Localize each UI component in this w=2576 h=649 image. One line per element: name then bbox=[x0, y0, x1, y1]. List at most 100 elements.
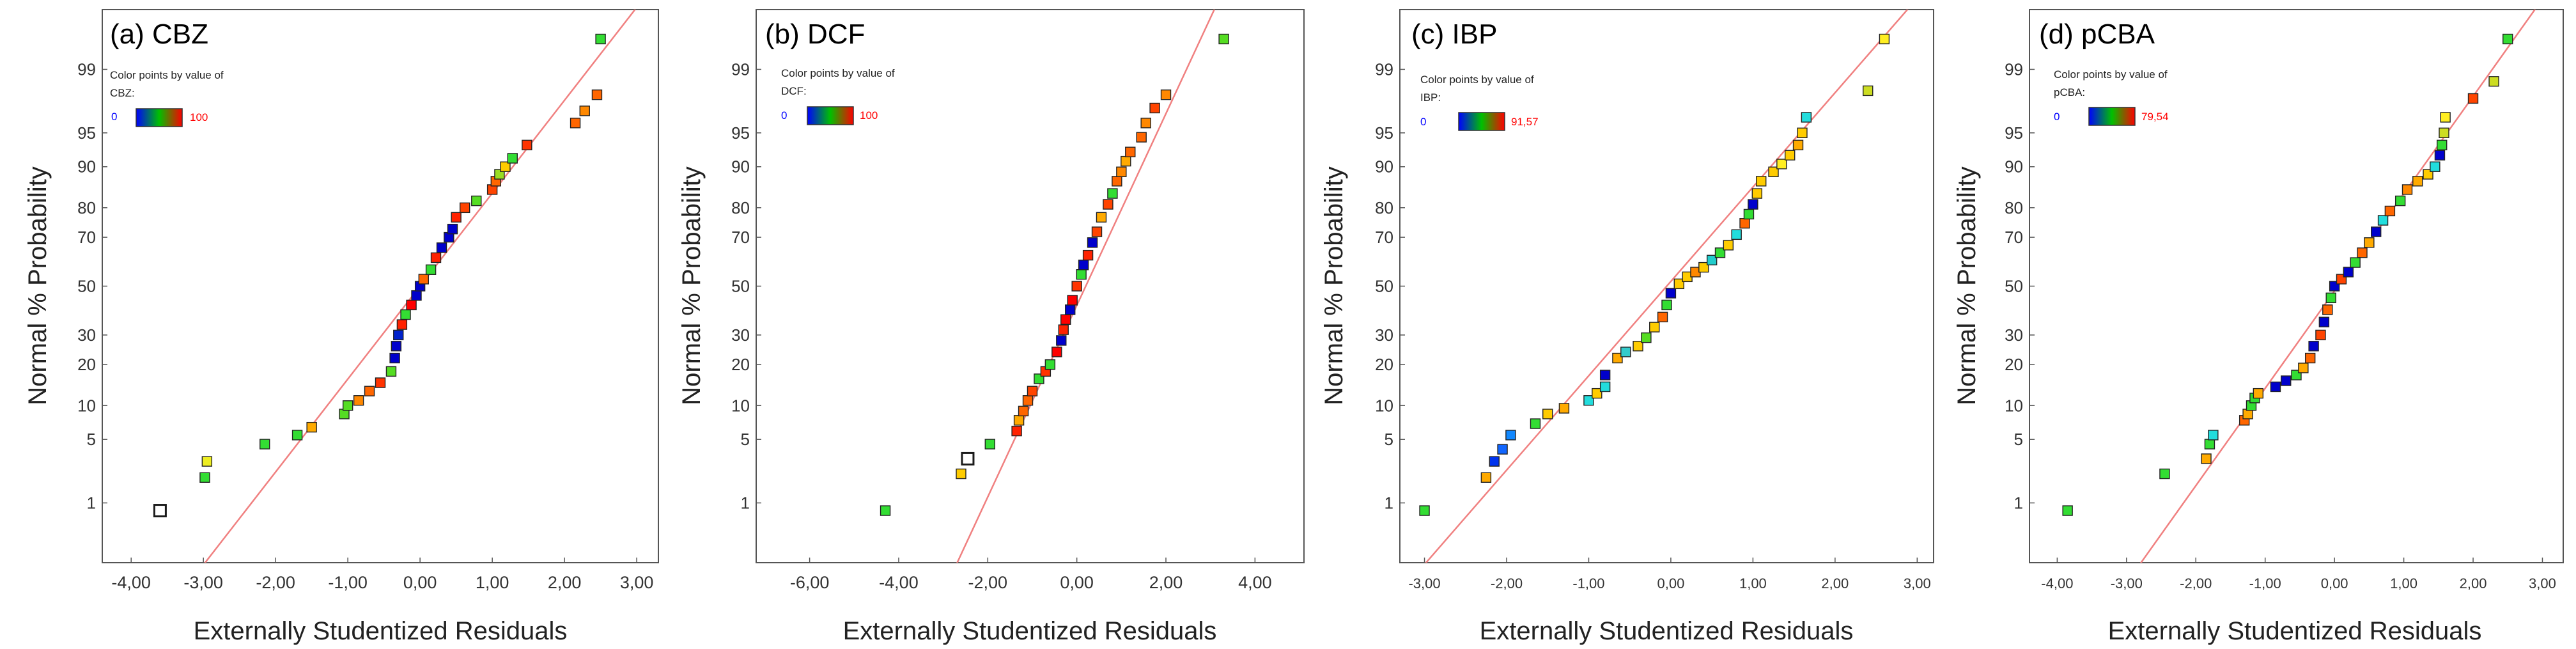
data-point bbox=[507, 153, 518, 164]
y-tick-label: 1 bbox=[1385, 494, 1393, 513]
chart-panel-pcba: (d) pCBA Color points by value of pCBA: … bbox=[1953, 9, 2564, 645]
data-point bbox=[1801, 112, 1812, 123]
data-point bbox=[430, 252, 442, 263]
legend-min-label: 0 bbox=[2054, 111, 2060, 123]
data-point bbox=[1112, 176, 1122, 187]
data-point bbox=[522, 139, 532, 151]
y-tick-label: 50 bbox=[731, 277, 750, 296]
data-point bbox=[1599, 381, 1611, 393]
x-tick-label: -2,00 bbox=[968, 573, 1008, 592]
x-tick-label: -3,00 bbox=[183, 573, 223, 592]
data-point bbox=[1756, 176, 1767, 187]
data-point bbox=[2281, 375, 2292, 386]
chart-panel-ibp: (c) IBP Color points by value of IBP: 0 … bbox=[1320, 9, 1934, 645]
data-point bbox=[2204, 439, 2215, 450]
data-point bbox=[2062, 505, 2073, 516]
x-tick-label: -4,00 bbox=[111, 573, 151, 592]
data-point bbox=[1661, 299, 1672, 311]
data-point bbox=[1792, 139, 1804, 151]
y-tick-label: 30 bbox=[77, 325, 96, 345]
data-point bbox=[2394, 195, 2406, 207]
data-point bbox=[2315, 329, 2326, 341]
data-point bbox=[1065, 304, 1076, 315]
data-point bbox=[2298, 363, 2309, 373]
data-point bbox=[1599, 370, 1611, 380]
data-point bbox=[984, 439, 995, 450]
data-point bbox=[2439, 127, 2449, 138]
legend-title-line2: CBZ: bbox=[110, 87, 135, 99]
x-tick-label: 2,00 bbox=[1821, 575, 1849, 591]
y-tick-label: 1 bbox=[2014, 494, 2023, 513]
y-tick-label: 20 bbox=[1375, 355, 1393, 374]
legend: Color points by value of IBP: 0 91,57 bbox=[1420, 74, 1539, 131]
y-tick-label: 30 bbox=[731, 325, 750, 345]
data-point bbox=[2434, 150, 2446, 160]
chart-title: (d) pCBA bbox=[2039, 19, 2155, 50]
data-point bbox=[2488, 76, 2499, 87]
plot-frame bbox=[756, 9, 1305, 563]
legend-max-label: 79,54 bbox=[2141, 111, 2169, 123]
data-point bbox=[2201, 453, 2212, 464]
data-point bbox=[1748, 199, 1758, 210]
data-point bbox=[411, 290, 422, 301]
data-point bbox=[1058, 324, 1069, 335]
data-point bbox=[2412, 176, 2423, 187]
legend-title-line1: Color points by value of bbox=[781, 67, 895, 79]
data-point bbox=[1665, 288, 1677, 299]
data-point bbox=[1743, 208, 1755, 220]
legend-title-line2: pCBA: bbox=[2054, 86, 2085, 98]
data-point bbox=[1011, 425, 1022, 437]
data-point bbox=[1731, 229, 1742, 240]
data-point bbox=[1698, 262, 1709, 273]
data-point bbox=[2159, 468, 2170, 480]
data-point bbox=[1657, 311, 1668, 323]
data-point bbox=[1121, 155, 1131, 167]
data-point bbox=[2467, 93, 2479, 104]
legend-title-line1: Color points by value of bbox=[2054, 68, 2168, 81]
data-point bbox=[199, 472, 210, 483]
data-point bbox=[393, 329, 404, 341]
data-point bbox=[2270, 381, 2281, 393]
legend-color-bar bbox=[2088, 107, 2136, 126]
legend-color-bar bbox=[136, 108, 183, 127]
data-point bbox=[1673, 278, 1684, 290]
x-tick-label: 2,00 bbox=[2460, 575, 2487, 591]
x-tick-label: 2,00 bbox=[1149, 573, 1183, 592]
data-point bbox=[396, 319, 408, 330]
y-axis-label: Normal % Probability bbox=[1953, 166, 1981, 405]
y-tick-label: 95 bbox=[1375, 123, 1393, 143]
data-point bbox=[1071, 281, 1082, 292]
x-tick-label: -1,00 bbox=[1572, 575, 1604, 591]
x-tick-label: 0,00 bbox=[1060, 573, 1094, 592]
data-point bbox=[1018, 405, 1029, 417]
data-point bbox=[364, 386, 375, 396]
reference-line bbox=[2139, 10, 2536, 563]
data-point bbox=[1136, 132, 1147, 143]
data-point bbox=[425, 264, 437, 275]
data-point bbox=[260, 439, 270, 450]
y-tick-label: 80 bbox=[1375, 198, 1393, 217]
y-tick-label: 95 bbox=[2005, 123, 2023, 143]
y-tick-label: 10 bbox=[1375, 396, 1393, 415]
y-tick-label: 99 bbox=[1375, 59, 1393, 79]
data-point bbox=[1078, 260, 1089, 270]
x-tick-label: -2,00 bbox=[256, 573, 295, 592]
data-point bbox=[1714, 247, 1726, 258]
data-point bbox=[1056, 335, 1067, 346]
data-point bbox=[2325, 292, 2336, 304]
y-axis-label: Normal % Probability bbox=[1320, 166, 1348, 405]
legend-title-line2: DCF: bbox=[781, 85, 807, 97]
data-point bbox=[447, 223, 458, 235]
y-tick-label: 95 bbox=[731, 123, 750, 143]
data-point bbox=[1641, 332, 1652, 343]
data-point bbox=[1558, 403, 1570, 414]
legend-color-bar bbox=[1458, 112, 1505, 131]
data-point bbox=[1082, 249, 1094, 261]
data-point bbox=[1087, 237, 1098, 248]
y-tick-label: 80 bbox=[77, 198, 96, 217]
data-point bbox=[1751, 188, 1763, 199]
x-tick-label: -2,00 bbox=[2180, 575, 2212, 591]
data-point bbox=[1022, 395, 1034, 406]
legend-title-line2: IBP: bbox=[1420, 91, 1441, 104]
x-tick-label: 0,00 bbox=[1657, 575, 1685, 591]
